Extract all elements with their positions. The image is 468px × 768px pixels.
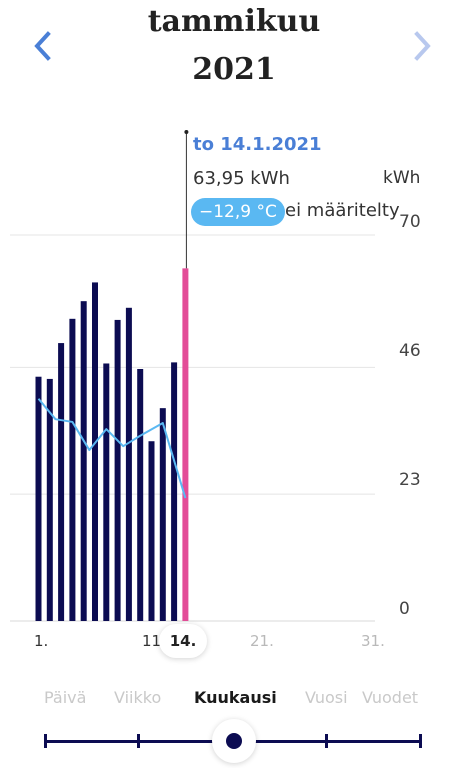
slider-stop[interactable] [419, 734, 422, 748]
chevron-right-icon [414, 31, 431, 61]
year-title: 2021 [192, 52, 276, 87]
x-tick-label: 1. [34, 632, 49, 650]
chevron-left-icon [34, 31, 51, 61]
selected-bar [182, 268, 189, 621]
bar [58, 343, 65, 621]
tooltip-date: to 14.1.2021 [193, 134, 322, 155]
consumption-chart [10, 130, 375, 622]
slider-stop[interactable] [325, 734, 328, 748]
bar [46, 378, 53, 621]
slider-knob-dot [226, 733, 242, 749]
bar [103, 363, 110, 621]
y-tick-label: 23 [399, 470, 421, 490]
selected-day-chip[interactable]: 14. [159, 624, 207, 658]
bar [80, 301, 87, 621]
bar [159, 408, 166, 621]
y-tick-label: 0 [399, 599, 410, 619]
period-year[interactable]: Vuosi [305, 688, 348, 707]
bar [69, 318, 76, 621]
month-title: tammikuu [147, 4, 321, 39]
period-day[interactable]: Päivä [44, 688, 87, 707]
bar [171, 362, 178, 621]
bar [114, 319, 121, 621]
tooltip-note: ei määritelty [285, 200, 400, 221]
tooltip-indicator-dot [184, 130, 189, 134]
temperature-line [37, 398, 187, 499]
x-tick-label: 31. [361, 632, 385, 650]
x-tick-label: 21. [250, 632, 274, 650]
bar [125, 307, 132, 621]
bar [92, 282, 98, 621]
y-axis-unit: kWh [383, 168, 421, 188]
slider-stop[interactable] [137, 734, 140, 748]
y-tick-label: 70 [399, 212, 421, 232]
slider-stop[interactable] [44, 734, 47, 748]
bar [137, 368, 144, 621]
period-month[interactable]: Kuukausi [194, 688, 277, 707]
period-slider-knob[interactable] [212, 719, 256, 763]
next-month-button[interactable] [404, 28, 440, 64]
tooltip-energy: 63,95 kWh [193, 168, 290, 189]
period-years[interactable]: Vuodet [362, 688, 419, 707]
prev-month-button[interactable] [26, 28, 62, 64]
y-tick-label: 46 [399, 341, 421, 361]
period-week[interactable]: Viikko [114, 688, 162, 707]
bar [35, 376, 42, 621]
bar [148, 441, 155, 621]
tooltip-temperature-badge: −12,9 °C [191, 198, 285, 226]
